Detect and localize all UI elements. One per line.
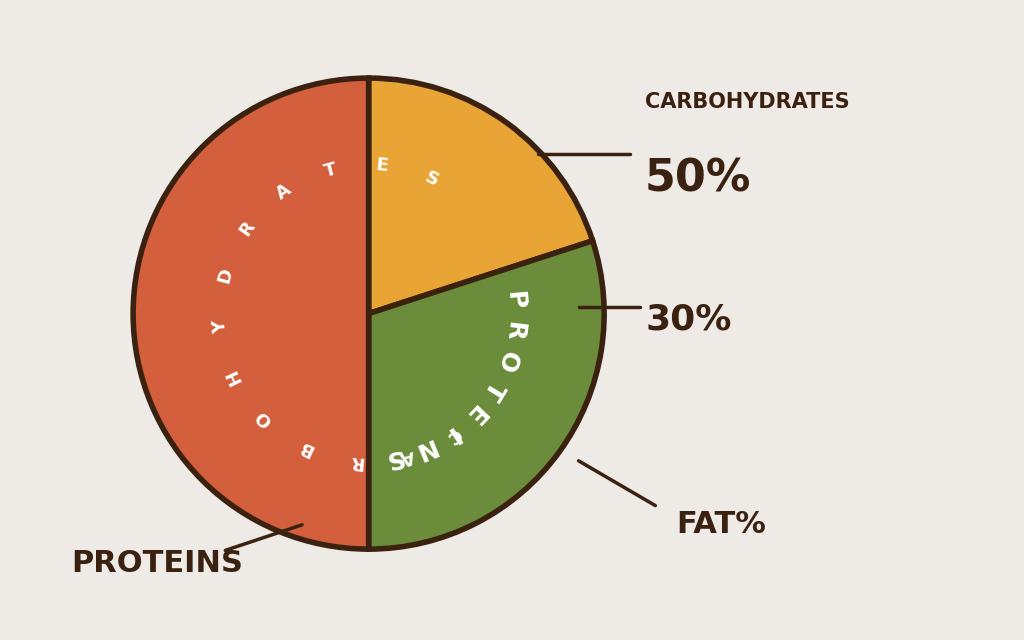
Text: R: R bbox=[501, 321, 526, 343]
Wedge shape bbox=[369, 241, 604, 549]
Text: A: A bbox=[398, 447, 416, 467]
Text: 30%: 30% bbox=[645, 303, 731, 337]
Text: PROTEINS: PROTEINS bbox=[72, 548, 244, 578]
Text: A: A bbox=[272, 180, 294, 204]
Text: H: H bbox=[223, 365, 246, 387]
Text: R: R bbox=[236, 218, 258, 239]
Text: N: N bbox=[410, 434, 438, 464]
Text: R: R bbox=[348, 452, 364, 471]
Text: S: S bbox=[422, 168, 441, 190]
Text: I: I bbox=[440, 422, 462, 447]
Text: O: O bbox=[252, 407, 275, 430]
Text: CARBOHYDRATES: CARBOHYDRATES bbox=[645, 92, 850, 113]
Text: FAT%: FAT% bbox=[676, 510, 766, 540]
Text: 50%: 50% bbox=[645, 157, 752, 201]
Text: E: E bbox=[460, 400, 489, 429]
Wedge shape bbox=[369, 78, 593, 314]
Text: D: D bbox=[215, 266, 236, 285]
Text: O: O bbox=[492, 348, 521, 376]
Text: Y: Y bbox=[211, 319, 230, 334]
Text: T: T bbox=[478, 376, 508, 403]
Text: C: C bbox=[443, 424, 464, 446]
Text: B: B bbox=[296, 437, 316, 459]
Text: S: S bbox=[383, 444, 404, 471]
Wedge shape bbox=[133, 78, 369, 549]
Text: E: E bbox=[375, 156, 388, 175]
Text: P: P bbox=[502, 291, 527, 311]
Text: T: T bbox=[322, 160, 339, 180]
